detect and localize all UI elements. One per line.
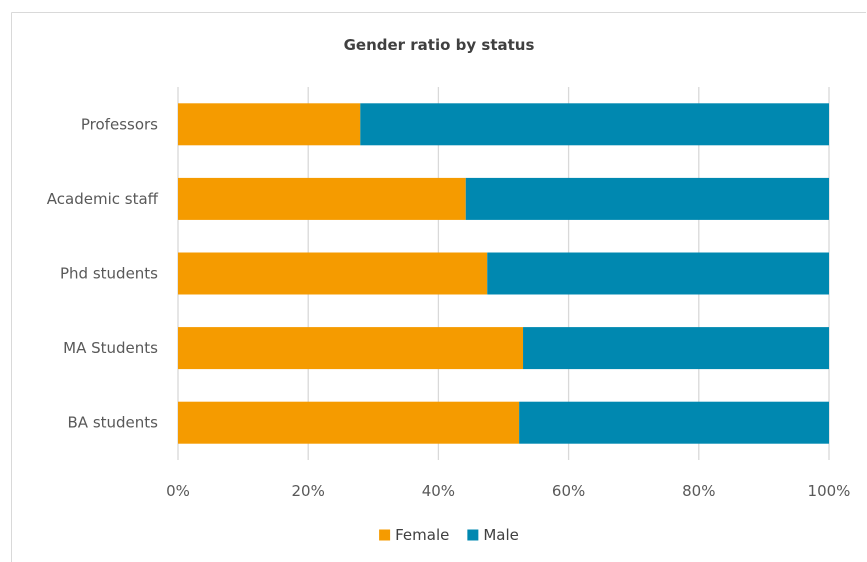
category-labels: Professors Academic staff Phd students MA S… xyxy=(47,115,159,431)
category-label-academic-staff: Academic staff xyxy=(47,190,159,208)
x-tick-label: 40% xyxy=(422,482,455,500)
bar-male-ma-students xyxy=(523,327,829,370)
legend-label-female: Female xyxy=(395,526,449,544)
x-tick-label: 20% xyxy=(292,482,325,500)
bars xyxy=(178,103,829,444)
bar-female-academic-staff xyxy=(178,177,466,220)
x-tick-label: 60% xyxy=(552,482,585,500)
category-label-ma-students: MA Students xyxy=(63,339,158,357)
category-label-professors: Professors xyxy=(81,115,158,133)
bar-female-ba-students xyxy=(178,401,520,444)
x-tick-label: 100% xyxy=(808,482,851,500)
bar-female-professors xyxy=(178,103,361,146)
x-axis-tick-labels: 0% 20% 40% 60% 80% 100% xyxy=(166,482,850,500)
category-label-phd-students: Phd students xyxy=(60,265,158,283)
bar-female-phd-students xyxy=(178,252,488,295)
x-tick-label: 80% xyxy=(682,482,715,500)
category-label-ba-students: BA students xyxy=(68,414,159,432)
legend-swatch-male xyxy=(467,529,479,541)
chart-frame xyxy=(11,12,866,562)
legend-swatch-female xyxy=(379,529,391,541)
legend: Female Male xyxy=(379,526,519,544)
bar-female-ma-students xyxy=(178,327,524,370)
legend-label-male: Male xyxy=(483,526,519,544)
bar-male-academic-staff xyxy=(465,177,829,220)
x-tick-label: 0% xyxy=(166,482,190,500)
bar-male-phd-students xyxy=(487,252,829,295)
chart-title: Gender ratio by status xyxy=(344,36,535,54)
bar-male-professors xyxy=(360,103,829,146)
bar-male-ba-students xyxy=(519,401,829,444)
